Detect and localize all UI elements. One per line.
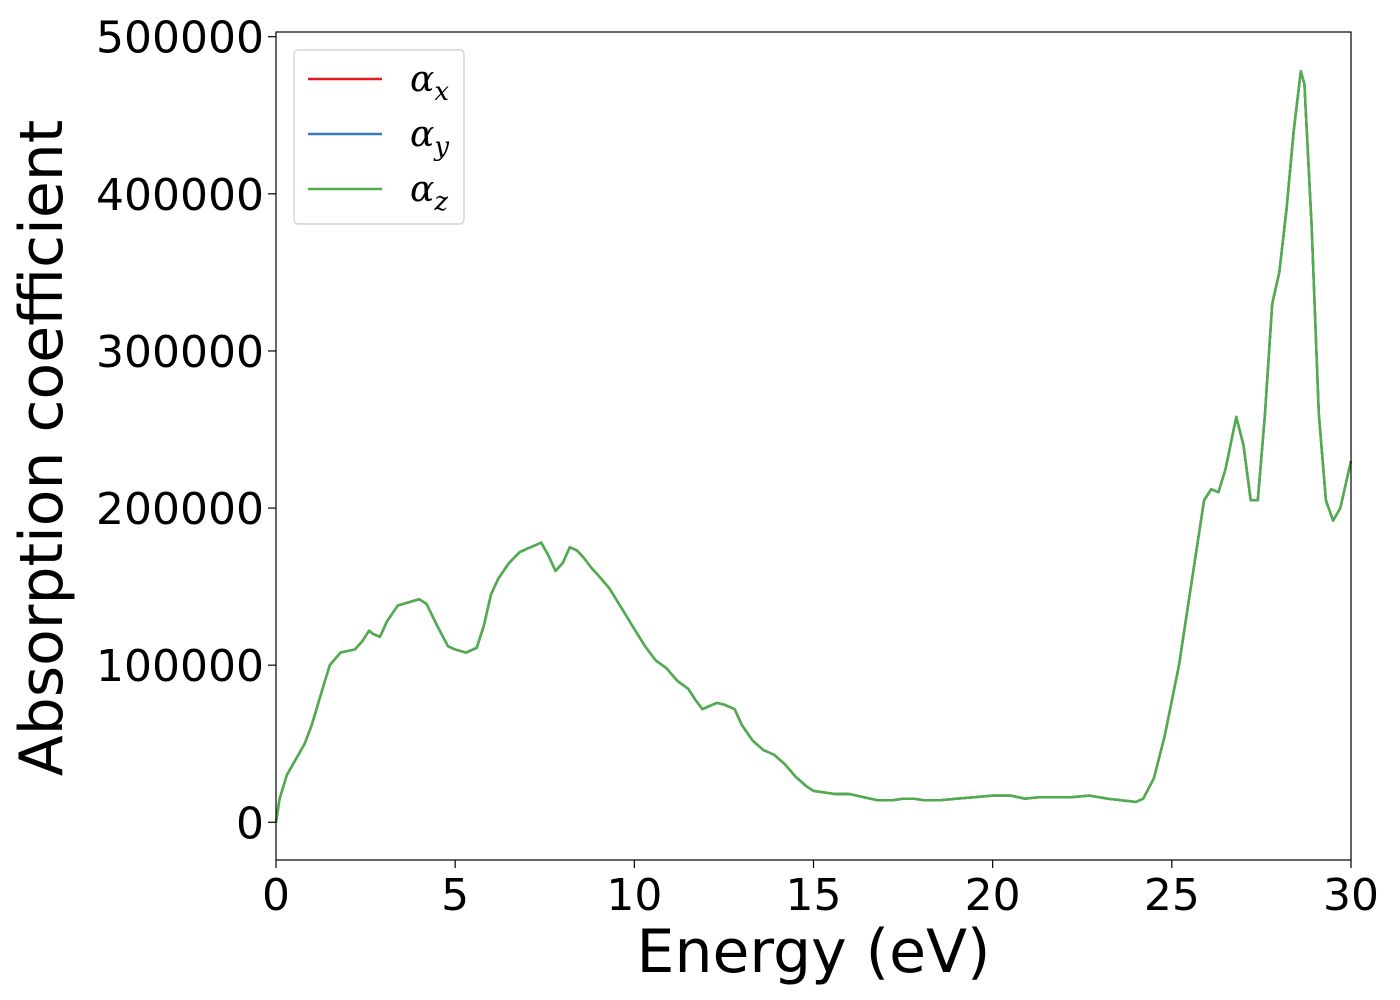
series-line-2 [274, 70, 1353, 823]
x-tick-label: 5 [441, 870, 469, 921]
legend-box [293, 49, 465, 225]
y-tick-label: 300000 [96, 327, 264, 378]
legend-symbol: α [410, 169, 434, 210]
legend-label-2: αz [410, 169, 448, 217]
legend-subscript: x [434, 77, 449, 107]
x-tick-label: 10 [606, 870, 662, 921]
x-tick-label: 0 [262, 870, 290, 921]
legend-symbol: α [410, 114, 434, 155]
x-tick-label: 20 [965, 870, 1021, 921]
y-tick-label: 200000 [96, 484, 264, 535]
x-tick-label: 30 [1323, 870, 1379, 921]
y-tick-label: 100000 [96, 641, 264, 692]
x-axis-ticks: 0 5 10 15 20 25 30 [262, 860, 1379, 921]
series-layer [274, 70, 1353, 823]
y-axis-title: Absorption coefficient [7, 120, 77, 777]
legend-symbol: α [410, 59, 434, 100]
legend-subscript: z [433, 187, 448, 217]
x-axis-title: Energy (eV) [637, 917, 991, 987]
y-tick-label: 400000 [96, 170, 264, 221]
legend-label-1: αy [410, 114, 449, 162]
y-axis-ticks: 0 100000 200000 300000 400000 500000 [96, 13, 276, 849]
x-tick-label: 25 [1144, 870, 1200, 921]
legend-subscript: y [433, 132, 449, 162]
y-tick-label: 0 [236, 798, 264, 849]
legend-label-0: αx [410, 59, 449, 107]
y-tick-label: 500000 [96, 13, 264, 64]
x-tick-label: 15 [786, 870, 842, 921]
